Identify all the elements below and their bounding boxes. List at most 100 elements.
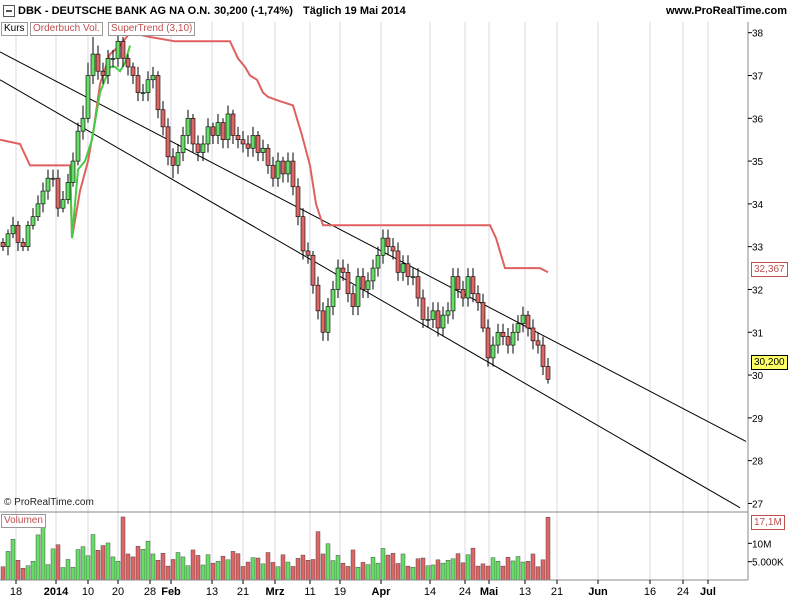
volume-bar [45,564,51,581]
volume-bar [255,557,261,581]
candle-down [195,143,201,153]
volume-bar [230,551,236,581]
period-date: Täglich 19 Mai 2014 [303,5,406,17]
time-tick-label: 24 [677,586,689,598]
volume-bar [380,548,386,581]
time-tick-label: 14 [424,586,436,598]
candle-down [310,254,316,286]
candle-down [240,139,246,145]
volume-bar [295,558,301,581]
candle-down [360,276,366,290]
volume-bar [460,562,466,581]
volume-bar [55,544,61,581]
volume-bar [325,543,331,581]
volume-bar [85,555,91,581]
candle-up [375,254,381,269]
candle-up [275,160,281,179]
tab-kurs[interactable]: Kurs [1,22,28,36]
candle-down [55,177,61,209]
price-tick-label: 27 [752,499,764,510]
candle-up [355,276,361,307]
candle-down [290,160,296,188]
candle-down [525,314,531,329]
supertrend-up-segment [69,45,131,239]
volume-bar [425,565,431,581]
price-tick-label: 36 [752,114,764,125]
volume-bar [180,556,186,581]
volume-bar [520,561,526,581]
candle-down [235,135,241,140]
candle-up [495,331,501,346]
candle-up [490,344,496,359]
price-panel [0,22,748,512]
candle-up [325,306,331,333]
candle-up [140,92,146,94]
candle-down [100,70,106,76]
tab-orderbook-volume[interactable]: Orderbuch Vol. [30,22,103,36]
candle-down [315,284,321,312]
candle-down [470,276,476,295]
candle-down [135,75,141,93]
candle-down [385,237,391,247]
candle-up [330,289,336,307]
candle-up [445,310,451,316]
volume-bar [80,546,86,581]
volume-bar [370,557,376,581]
candle-down [405,263,411,277]
candle-down [340,267,346,273]
site-url: www.ProRealTime.com [666,5,788,17]
volume-bar [30,561,36,581]
volume-bar [245,561,251,581]
time-tick-label: 20 [112,586,124,598]
candle-down [475,293,481,303]
time-tick-label: Mrz [266,586,285,598]
volume-bar [320,553,326,581]
time-tick-label: 2014 [44,586,69,598]
chart-header: DBK - DEUTSCHE BANK AG NA O.N. 30,200 (-… [0,0,800,22]
volume-bar [440,562,446,581]
tab-volumen[interactable]: Volumen [1,514,46,528]
volume-bar [90,534,96,581]
candle-down [15,224,21,243]
candle-down [245,143,251,149]
volume-bar [260,563,266,581]
candle-down [545,366,551,380]
volume-bar [195,555,201,581]
volume-bar [280,554,286,581]
candle-up [145,79,151,93]
candle-down [300,216,306,252]
minimize-icon[interactable] [3,5,15,17]
volume-bar [450,558,456,581]
volume-bar [310,559,316,581]
volume-bar [315,531,321,581]
candle-up [60,199,66,209]
volume-bar [420,557,426,581]
volume-bar [120,516,126,581]
volume-bar [270,562,276,581]
volume-bar [10,539,16,581]
candle-down [540,344,546,367]
volume-bar [485,565,491,581]
time-tick-label: 18 [10,586,22,598]
time-tick-label: Apr [372,586,392,598]
candle-up [515,323,521,333]
price-tick-label: 34 [752,200,764,211]
volume-bar [25,565,31,581]
time-tick-label: Jun [588,586,608,598]
price-tick-label: 37 [752,71,764,82]
time-tick-label: 19 [334,586,346,598]
price-tick-label: 28 [752,457,764,468]
volume-bar [385,554,391,581]
tab-supertrend[interactable]: SuperTrend (3,10) [108,22,196,36]
volume-bar [135,546,141,581]
candle-up [465,276,471,299]
volume-bar [190,549,196,581]
volume-bar [115,561,121,581]
candle-up [430,310,436,320]
candle-down [230,113,236,136]
candle-up [510,331,516,346]
candle-up [75,130,81,162]
candle-up [85,75,91,119]
time-axis: 18 2014 10 20 28 Feb 13 21 Mrz 11 19 Apr 14 24 Mai 13 21… [10,580,716,598]
candle-up [25,224,31,247]
